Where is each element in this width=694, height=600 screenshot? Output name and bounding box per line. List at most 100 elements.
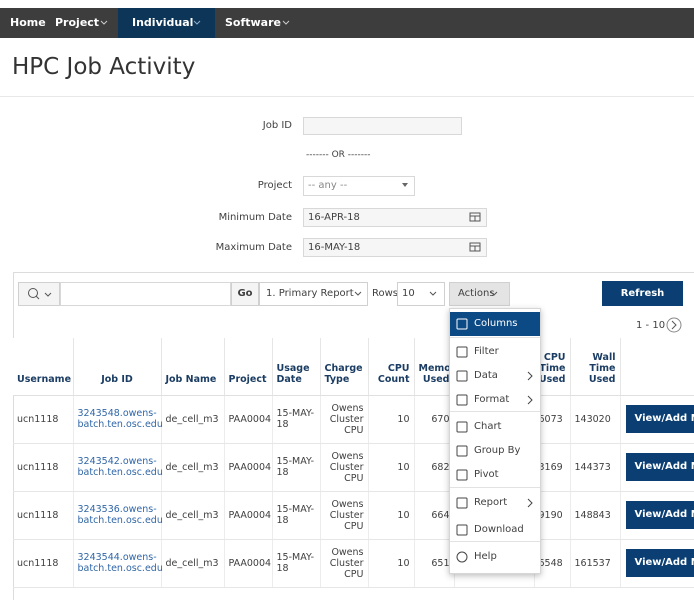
nav-item[interactable]: Software bbox=[225, 16, 281, 29]
column-header: CPU Count bbox=[368, 338, 415, 396]
cell: ucn1118 bbox=[13, 443, 74, 492]
menu-item[interactable]: Download bbox=[474, 524, 524, 535]
project-select[interactable]: -- any -- bbox=[303, 176, 415, 196]
cell: de_cell_m3 bbox=[161, 491, 225, 540]
nav-item[interactable]: Home bbox=[10, 16, 46, 29]
cell: 651 bbox=[414, 539, 455, 588]
caret bbox=[282, 20, 290, 25]
column-header-spacer bbox=[620, 338, 694, 396]
search-field-button[interactable] bbox=[18, 282, 60, 306]
table-wrap: Username Job ID Job Name Project Usage Date C… bbox=[13, 338, 694, 600]
column-header: Wall Time Used bbox=[570, 338, 621, 396]
cell: 664 bbox=[414, 491, 455, 540]
cell: Owens Cluster CPU bbox=[320, 539, 369, 588]
cell: 670 bbox=[414, 395, 455, 444]
menu-item[interactable]: Format bbox=[474, 394, 510, 405]
nav-active bbox=[118, 8, 215, 38]
actions-menu: Columns Filter Data Format Chart Group By Pivo… bbox=[449, 308, 541, 574]
form-label: Job ID bbox=[262, 120, 292, 131]
divider bbox=[0, 96, 694, 97]
or-separator: ------- OR ------- bbox=[306, 150, 371, 160]
min-date-input[interactable]: 16-APR-18 bbox=[303, 208, 487, 227]
cell: Owens Cluster CPU bbox=[320, 443, 369, 492]
button-cell: View/Add Notes bbox=[620, 491, 694, 540]
caret bbox=[100, 20, 108, 25]
button-cell: View/Add Notes bbox=[620, 395, 694, 444]
menu-item[interactable]: Chart bbox=[474, 421, 502, 432]
job-link[interactable]: 3243542.owens-batch.ten.osc.edu bbox=[73, 443, 163, 492]
form-label: Minimum Date bbox=[218, 212, 292, 223]
report-table: Username Job ID Job Name Project Usage Date C… bbox=[13, 338, 694, 588]
calendar-icons bbox=[469, 212, 481, 252]
notes-button[interactable]: View/Add Notes bbox=[625, 405, 694, 433]
menu-item[interactable]: Help bbox=[474, 551, 497, 562]
cell: 10 bbox=[368, 491, 415, 540]
job-id-input[interactable] bbox=[303, 117, 462, 135]
menu-separator bbox=[450, 541, 540, 542]
next-page[interactable] bbox=[665, 316, 683, 334]
cell: 10 bbox=[368, 443, 415, 492]
go-button[interactable]: Go bbox=[231, 282, 259, 306]
menu-item[interactable]: Columns bbox=[450, 312, 540, 336]
form-label: Maximum Date bbox=[215, 242, 292, 253]
menu-item[interactable]: Group By bbox=[474, 445, 521, 456]
notes-button[interactable]: View/Add Notes bbox=[625, 453, 694, 481]
cell: PAA0004 bbox=[224, 539, 273, 588]
cell: 10 bbox=[368, 395, 415, 444]
cell: 144373 bbox=[570, 443, 621, 492]
button-cell: View/Add Notes bbox=[620, 443, 694, 492]
cell: Owens Cluster CPU bbox=[320, 395, 369, 444]
column-header: Job Name bbox=[161, 338, 225, 396]
cell: 10 bbox=[368, 539, 415, 588]
pagination: 1 - 10 bbox=[636, 320, 666, 331]
job-link[interactable]: 3243548.owens-batch.ten.osc.edu bbox=[73, 395, 163, 444]
toolbar-carets bbox=[354, 291, 498, 296]
refresh-button[interactable]: Refresh Report bbox=[602, 281, 683, 324]
job-link[interactable]: 3243536.owens-batch.ten.osc.edu bbox=[73, 491, 163, 540]
cell: PAA0004 bbox=[224, 395, 273, 444]
cell: 161537 bbox=[570, 539, 621, 588]
notes-button[interactable]: View/Add Notes bbox=[625, 549, 694, 577]
button-cell: View/Add Notes bbox=[620, 539, 694, 588]
form-label: Project bbox=[257, 180, 292, 191]
cell: 682 bbox=[414, 443, 455, 492]
menu-item[interactable]: Pivot bbox=[474, 469, 499, 480]
page-title: HPC Job Activity bbox=[12, 54, 196, 80]
notes-button[interactable]: View/Add Notes bbox=[625, 501, 694, 529]
cell: 143020 bbox=[570, 395, 621, 444]
menu-separator bbox=[450, 411, 540, 412]
search-input[interactable] bbox=[60, 282, 231, 306]
cell: 15-MAY-18 bbox=[272, 539, 321, 588]
cell: ucn1118 bbox=[13, 395, 74, 444]
cell: de_cell_m3 bbox=[161, 539, 225, 588]
actions-button[interactable]: Actions bbox=[449, 282, 510, 306]
nav-bar: Home Project Individual Software bbox=[0, 8, 694, 38]
report-select[interactable]: 1. Primary Report bbox=[259, 282, 368, 306]
cell: 15-MAY-18 bbox=[272, 491, 321, 540]
column-header: Charge Type bbox=[320, 338, 369, 396]
rows-select[interactable]: 10 bbox=[397, 282, 445, 306]
cell: ucn1118 bbox=[13, 491, 74, 540]
menu-item[interactable]: Data bbox=[474, 370, 498, 381]
nav-item[interactable]: Individual bbox=[132, 16, 194, 29]
table-row: ucn1118 3243548.owens-batch.ten.osc.edu de… bbox=[13, 395, 694, 444]
cell: 15-MAY-18 bbox=[272, 395, 321, 444]
cell: PAA0004 bbox=[224, 491, 273, 540]
column-header: Memory Used bbox=[414, 338, 462, 396]
caret bbox=[193, 20, 201, 25]
rows-label: Rows bbox=[372, 288, 399, 299]
job-link[interactable]: 3243544.owens-batch.ten.osc.edu bbox=[73, 539, 163, 588]
table-row: ucn1118 3243542.owens-batch.ten.osc.edu de… bbox=[13, 443, 694, 492]
cell: 15-MAY-18 bbox=[272, 443, 321, 492]
column-header: Job ID bbox=[73, 338, 162, 396]
select-arrow bbox=[402, 183, 408, 187]
menu-item[interactable]: Report bbox=[474, 497, 508, 508]
search-icon bbox=[28, 288, 52, 300]
menu-item[interactable]: Filter bbox=[474, 346, 499, 357]
menu-separator bbox=[450, 337, 540, 338]
column-header: Usage Date bbox=[272, 338, 321, 396]
table-row: ucn1118 3243536.owens-batch.ten.osc.edu de… bbox=[13, 491, 694, 540]
max-date-input[interactable]: 16-MAY-18 bbox=[303, 238, 487, 257]
nav-item[interactable]: Project bbox=[55, 16, 100, 29]
